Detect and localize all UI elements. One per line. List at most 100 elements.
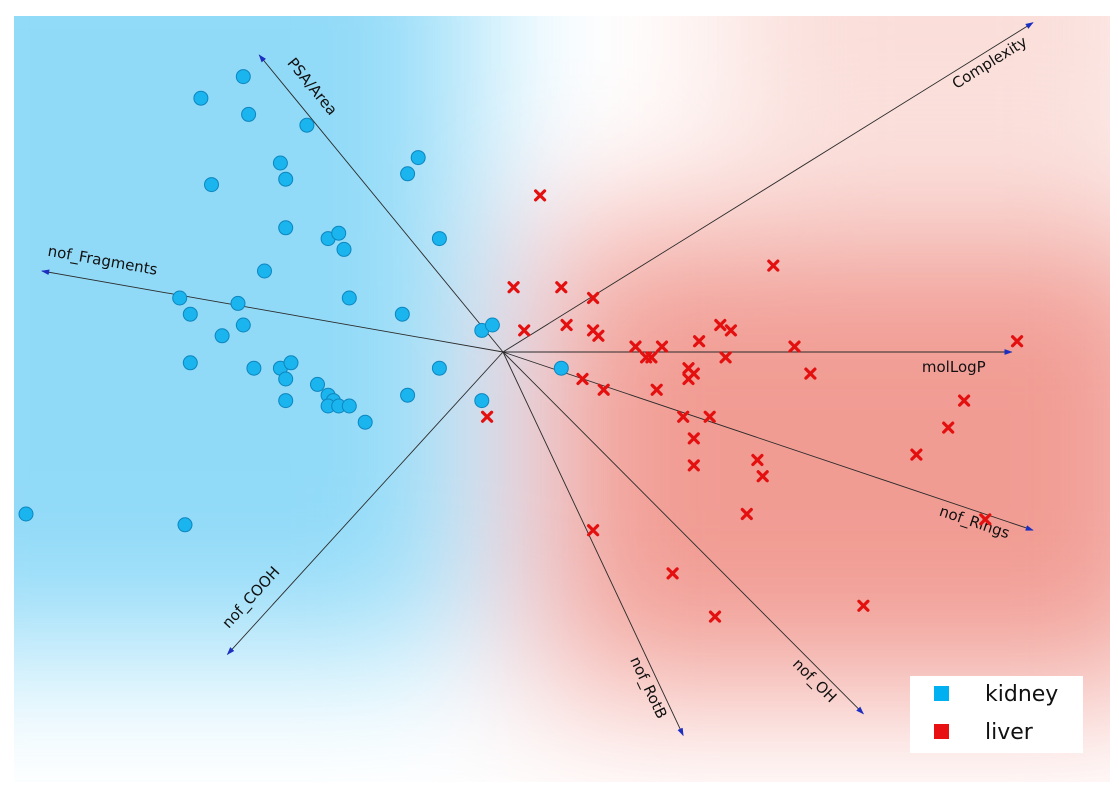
kidney-point (431, 360, 447, 376)
liver-point-stroke (655, 340, 669, 353)
liver-point (857, 599, 870, 612)
kidney-point (230, 295, 246, 311)
liver-point-stroke (560, 318, 573, 332)
kidney-point (283, 355, 299, 371)
liver-point-stroke (687, 432, 700, 445)
liver-point (645, 351, 658, 364)
liver-point-stroke (724, 324, 738, 337)
liver-point-stroke (740, 507, 753, 521)
liver-point (979, 513, 992, 526)
kidney-point (331, 225, 347, 241)
kidney-point (214, 328, 230, 344)
legend-label-kidney: kidney (985, 682, 1058, 707)
liver-point-stroke (687, 459, 700, 472)
liver-point (724, 324, 738, 337)
liver-point (592, 329, 605, 342)
kidney-point (177, 517, 193, 533)
liver-point (666, 567, 679, 580)
kidney-point (474, 393, 490, 409)
liver-point-stroke (481, 410, 494, 423)
kidney-point (182, 355, 198, 371)
loading-vector-nof-oh (502, 351, 864, 715)
kidney-point (246, 360, 262, 376)
kidney-point (394, 306, 410, 322)
kidney-point (400, 387, 416, 403)
liver-point-stroke (756, 470, 769, 483)
liver-point-stroke (910, 448, 923, 461)
liver-point (586, 291, 600, 305)
kidney-region-tint (14, 16, 470, 650)
liver-point (942, 421, 955, 434)
liver-point (910, 448, 923, 461)
kidney-point (299, 117, 315, 133)
liver-region-tint-upper (720, 16, 1110, 180)
kidney-point (18, 506, 34, 522)
kidney-point (341, 290, 357, 306)
liver-point-stroke (592, 329, 605, 342)
liver-point (719, 351, 732, 364)
kidney-point (278, 171, 294, 187)
liver-point (788, 340, 801, 353)
liver-region-tint (540, 230, 1110, 690)
kidney-point (193, 90, 209, 106)
liver-point-stroke (1010, 335, 1024, 348)
liver-point-stroke (719, 351, 732, 364)
loading-label-mollogp: molLogP (922, 358, 986, 376)
kidney-point (182, 306, 198, 322)
data-points (18, 69, 1024, 623)
liver-point-stroke (788, 340, 801, 353)
liver-point-stroke (942, 421, 955, 434)
liver-point (687, 459, 700, 472)
liver-point (740, 507, 753, 521)
liver-point (560, 318, 573, 332)
kidney-point (278, 220, 294, 236)
loading-vector-nof-cooh (226, 351, 504, 655)
liver-point-stroke (597, 383, 610, 396)
kidney-point (484, 317, 500, 333)
kidney-point (357, 414, 373, 430)
kidney-point (172, 290, 188, 306)
kidney-point (400, 166, 416, 182)
liver-point (677, 410, 690, 423)
liver-point (687, 432, 700, 445)
kidney-point (553, 360, 569, 376)
liver-point-stroke (682, 372, 695, 386)
liver-point (655, 340, 669, 353)
liver-point-stroke (767, 259, 780, 272)
liver-point-stroke (979, 513, 992, 526)
liver-point-stroke (714, 318, 727, 332)
liver-point-stroke (708, 610, 722, 623)
kidney-point (278, 393, 294, 409)
liver-point (708, 610, 722, 623)
legend: kidney liver (910, 676, 1083, 753)
liver-point (703, 410, 716, 423)
loading-vector-nof-fragments (41, 269, 504, 353)
legend-swatch-liver (934, 724, 949, 739)
liver-point (597, 383, 610, 396)
liver-point-stroke (586, 291, 600, 305)
kidney-point (235, 69, 251, 85)
liver-point (650, 383, 663, 396)
kidney-point (431, 231, 447, 247)
liver-point-stroke (804, 367, 817, 380)
liver-point-stroke (586, 524, 600, 537)
liver-point (555, 281, 568, 294)
liver-point (507, 281, 520, 294)
liver-point (629, 340, 642, 353)
liver-point (533, 189, 547, 202)
liver-point-stroke (645, 351, 658, 364)
liver-point (692, 335, 706, 348)
kidney-point (336, 241, 352, 257)
liver-point-stroke (677, 410, 690, 423)
liver-point (751, 453, 764, 467)
loading-vector-nof-rings (502, 351, 1034, 531)
liver-point (481, 410, 494, 423)
kidney-point (410, 150, 426, 166)
kidney-point (235, 317, 251, 333)
legend-swatch-kidney (934, 686, 949, 701)
kidney-point (241, 106, 257, 122)
liver-point (518, 324, 531, 337)
legend-label-liver: liver (985, 720, 1034, 745)
liver-point-stroke (650, 383, 663, 396)
